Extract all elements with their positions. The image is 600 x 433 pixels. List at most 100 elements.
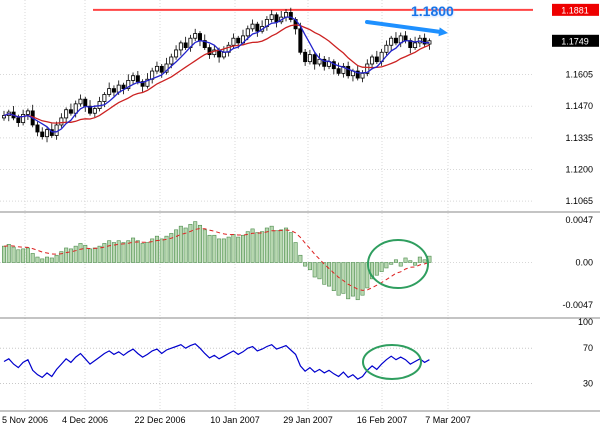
trend-arrow[interactable] <box>365 20 442 34</box>
candle-body <box>413 42 418 48</box>
macd-bar <box>207 234 212 263</box>
macd-bar <box>121 242 126 263</box>
candle-body <box>231 37 236 46</box>
macd-bar <box>140 243 145 263</box>
price-tick-label: 1.1605 <box>565 70 593 80</box>
macd-bar <box>35 256 40 263</box>
macd-bar <box>245 231 250 263</box>
macd-bar <box>331 262 336 291</box>
macd-bar <box>417 256 422 263</box>
macd-bar <box>341 262 346 294</box>
price-tick-label: 1.1065 <box>565 196 593 206</box>
macd-bar <box>54 254 59 263</box>
candle-body <box>422 37 427 45</box>
candle-body <box>135 75 140 82</box>
macd-bar <box>111 242 116 263</box>
macd-bar <box>327 262 332 287</box>
macd-bar <box>255 232 260 263</box>
macd-bar <box>298 254 303 263</box>
macd-bar <box>21 248 26 263</box>
macd-bar <box>307 262 312 271</box>
macd-bar <box>88 248 93 263</box>
date-tick-label: 5 Nov 2006 <box>2 415 48 425</box>
macd-bar <box>403 257 408 263</box>
macd-bar <box>284 227 289 263</box>
candle-body <box>274 14 279 23</box>
candle-body <box>288 12 293 20</box>
macd-bar <box>264 227 269 263</box>
macd-bar <box>384 262 389 269</box>
candle-body <box>178 42 183 51</box>
candle-body <box>389 37 394 46</box>
candle-body <box>183 42 188 48</box>
oscillator-tick-label: 100 <box>578 317 593 327</box>
macd-bar <box>346 262 351 300</box>
macd-signal-line <box>3 228 430 291</box>
macd-bar <box>355 262 360 301</box>
candle-body <box>159 65 164 73</box>
macd-bar <box>202 229 207 263</box>
candle-body <box>346 65 351 77</box>
ma-fast-line <box>3 16 430 133</box>
candle-body <box>49 129 54 136</box>
candle-body <box>126 80 131 90</box>
macd-bar <box>389 262 394 265</box>
macd-bar <box>408 260 413 263</box>
candle-body <box>355 70 360 79</box>
macd-bar <box>303 262 308 267</box>
candle-body <box>54 124 59 136</box>
candle-body <box>35 124 40 133</box>
macd-bar <box>226 236 231 263</box>
candle-body <box>245 28 250 37</box>
candle-body <box>336 68 341 74</box>
trend-arrow-head <box>438 27 448 37</box>
candle-body <box>140 81 145 87</box>
candle-body <box>384 44 389 53</box>
candle-body <box>45 129 50 138</box>
candle-body <box>83 98 88 107</box>
candle-body <box>88 105 93 114</box>
candle-body <box>121 84 126 90</box>
macd-bar <box>260 231 265 263</box>
candle-body <box>365 63 370 74</box>
candle-body <box>154 65 159 72</box>
macd-bar <box>59 251 64 263</box>
oscillator-line <box>3 343 430 380</box>
date-tick-label: 10 Jan 2007 <box>210 415 260 425</box>
candle-body <box>197 33 202 41</box>
macd-bar <box>336 262 341 296</box>
macd-bar <box>164 235 169 263</box>
highlight-ellipse-macd[interactable] <box>367 239 429 289</box>
macd-bar <box>1 245 7 263</box>
oscillator-tick-label: 30 <box>583 379 593 389</box>
macd-bar <box>241 234 246 263</box>
candle-body <box>374 56 379 63</box>
macd-bar <box>221 238 226 263</box>
candle-body <box>174 49 179 58</box>
macd-bar <box>131 237 136 263</box>
price-badge-resistance <box>552 3 599 16</box>
macd-bar <box>288 232 293 263</box>
candle-body <box>307 54 312 63</box>
macd-bar <box>374 262 379 276</box>
highlight-ellipse-oscillator[interactable] <box>362 344 422 380</box>
macd-bar <box>150 238 155 263</box>
candle-body <box>59 117 64 126</box>
macd-bar <box>393 259 398 263</box>
candle-body <box>393 37 398 44</box>
macd-bar <box>398 262 403 267</box>
date-tick-label: 7 Mar 2007 <box>425 415 471 425</box>
macd-bar <box>197 224 202 263</box>
macd-bar <box>135 240 140 263</box>
candle-body <box>303 51 308 63</box>
macd-bar <box>6 244 11 263</box>
candle-body <box>131 75 136 81</box>
macd-bar <box>159 238 164 263</box>
candle-body <box>78 98 83 105</box>
candle-body <box>322 58 327 67</box>
macd-bar <box>116 240 121 263</box>
candle-body <box>2 115 7 119</box>
